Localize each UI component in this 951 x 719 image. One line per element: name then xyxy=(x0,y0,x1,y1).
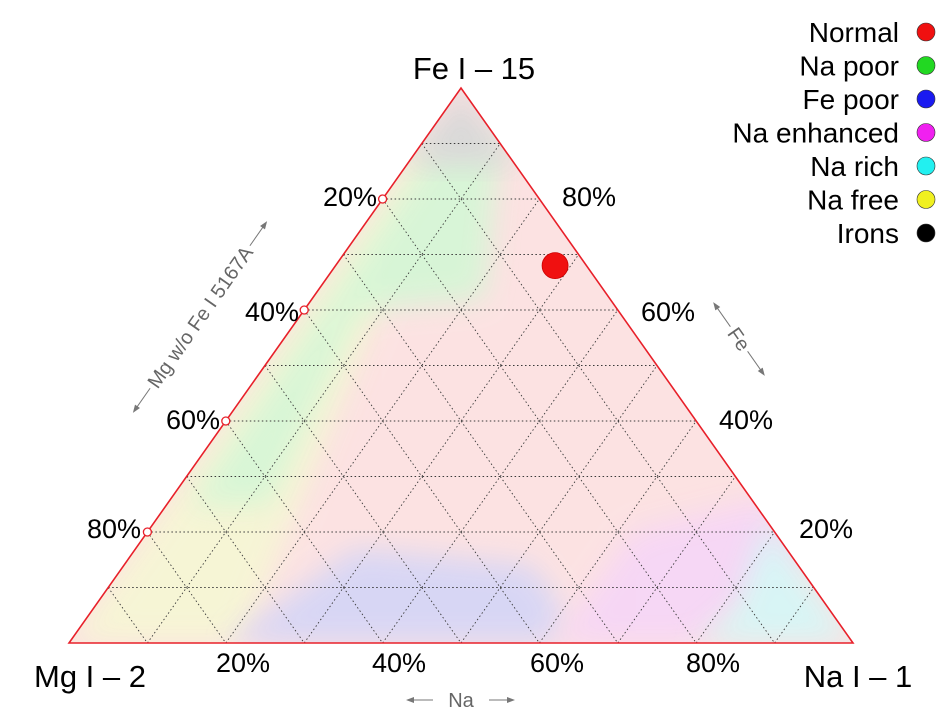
left-tick-markers xyxy=(142,194,388,537)
vertex-label-top: Fe I – 15 xyxy=(413,51,535,86)
legend-marker xyxy=(916,89,936,109)
vertex-label-right: Na I – 1 xyxy=(804,659,913,694)
legend-label: Na rich xyxy=(810,151,899,182)
grid-line xyxy=(107,587,148,644)
region-na-free xyxy=(69,143,438,643)
legend-marker xyxy=(916,156,936,176)
tick-label-fe-40: 40% xyxy=(719,405,773,435)
tick-label-na-80: 80% xyxy=(686,648,740,678)
legend-marker xyxy=(916,190,936,209)
region-na-rich xyxy=(696,520,853,643)
legend-label: Na poor xyxy=(799,51,899,82)
region-na-poor xyxy=(190,143,501,505)
tick-label-na-20: 20% xyxy=(216,648,270,678)
axis-title-fe: Fe xyxy=(713,302,765,376)
region-irons xyxy=(406,88,516,166)
data-point-normal xyxy=(541,252,569,280)
tick-label-mg-80: 80% xyxy=(87,514,141,544)
data-points xyxy=(541,252,569,280)
tick-label-fe-20: 20% xyxy=(799,514,853,544)
legend-label: Fe poor xyxy=(803,84,900,115)
left-tick-marker xyxy=(299,305,309,315)
grid-line xyxy=(774,587,815,644)
grid-line xyxy=(539,420,697,644)
svg-text:Fe: Fe xyxy=(722,324,753,356)
grid-line xyxy=(460,365,658,644)
legend-label: Irons xyxy=(837,218,899,249)
left-tick-marker xyxy=(142,527,153,537)
svg-text:Na: Na xyxy=(448,690,474,712)
tick-label-fe-80: 80% xyxy=(562,182,616,212)
grid-line xyxy=(343,254,619,644)
region-fe-poor xyxy=(225,548,563,643)
grid-line xyxy=(303,254,579,644)
vertex-label-left: Mg I – 2 xyxy=(34,659,146,694)
left-tick-marker xyxy=(377,194,388,204)
grid-line xyxy=(225,420,383,644)
tick-label-mg-40: 40% xyxy=(245,297,299,327)
tick-label-mg-60: 60% xyxy=(166,405,220,435)
left-tick-marker xyxy=(221,416,231,426)
legend-marker xyxy=(916,22,936,42)
tick-label-na-40: 40% xyxy=(372,648,426,678)
legend-marker xyxy=(916,223,936,243)
tick-label-fe-60: 60% xyxy=(641,297,695,327)
axis-title-na: Na xyxy=(406,690,515,712)
grid-line xyxy=(382,198,697,644)
ternary-grid xyxy=(107,143,815,644)
legend-label: Normal xyxy=(809,17,899,48)
legend-marker xyxy=(916,56,936,75)
legend-label: Na enhanced xyxy=(732,118,899,149)
legend-label: Na free xyxy=(807,185,899,216)
svg-text:Mg w/o Fe I 5167A: Mg w/o Fe I 5167A xyxy=(144,242,259,393)
grid-line xyxy=(695,531,775,644)
tick-label-mg-20: 20% xyxy=(323,182,377,212)
grid-line xyxy=(264,365,462,644)
grid-line xyxy=(147,531,227,644)
tick-label-na-60: 60% xyxy=(530,648,584,678)
grid-line xyxy=(225,198,540,644)
triangle-outline xyxy=(67,86,855,644)
legend-marker xyxy=(916,123,936,142)
